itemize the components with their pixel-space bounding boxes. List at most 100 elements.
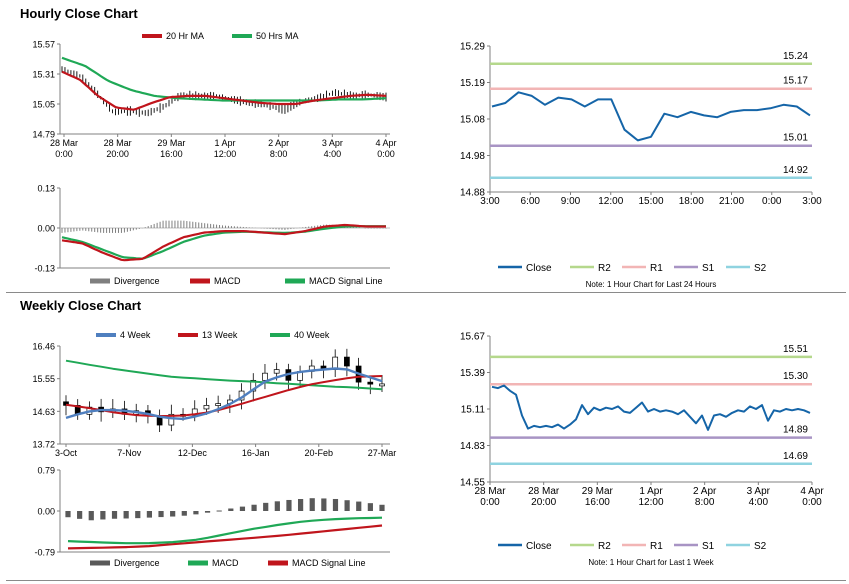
hourly-24h-legend-label-r2: R2 xyxy=(598,263,611,274)
hourly-price-xtick-label: 1 Apr xyxy=(214,138,235,148)
hourly-macd-ytick-label: -0.13 xyxy=(34,264,55,274)
weekly-macd-divergence-bar xyxy=(135,511,141,519)
hourly-price-ma50-line xyxy=(61,56,387,102)
hourly-price-xtick-label: 4 Apr xyxy=(375,138,396,148)
weekly-macd-divergence-bar xyxy=(297,499,304,511)
hourly-price-ma20-line xyxy=(61,70,387,111)
weekly-macd-divergence-bar xyxy=(170,511,176,517)
weekly-macd-divergence-bar xyxy=(193,511,199,515)
weekly-macd-divergence-bar xyxy=(216,510,222,512)
hourly-1w-xtick-label: 0:00 xyxy=(480,497,500,508)
weekly-price-13wk-line xyxy=(65,375,383,417)
hourly-price-xtick-label: 2 Apr xyxy=(268,138,289,148)
hourly-price-xtick-label: 28 Mar xyxy=(50,138,78,148)
weekly-macd-divergence-bar xyxy=(263,502,269,511)
weekly-macd-divergence-bar xyxy=(228,508,234,511)
weekly-price-ytick-label: 16.46 xyxy=(32,342,55,352)
bottom-divider xyxy=(6,580,846,581)
weekly-price-ytick-label: 14.63 xyxy=(32,407,55,417)
hourly-price-xtick-label: 16:00 xyxy=(160,149,183,159)
hourly-price-xtick-label: 20:00 xyxy=(106,149,129,159)
weekly-price-candle-body xyxy=(250,379,257,392)
weekly-price-candle-body xyxy=(367,381,374,385)
hourly-price-xtick-label: 3 Apr xyxy=(322,138,343,148)
weekly-macd-divergence-bar xyxy=(146,511,153,518)
hourly-1w-ytick-label: 14.83 xyxy=(460,441,485,452)
hourly-24h-level-label-s2: 14.92 xyxy=(783,165,808,176)
weekly-macd-divergence-bar xyxy=(100,511,106,520)
hourly-24h-legend-label-close: Close xyxy=(526,263,552,274)
weekly-price-xtick-label: 12-Dec xyxy=(178,448,208,458)
hourly-1w-xtick-label: 12:00 xyxy=(638,497,663,508)
hourly-1w-xtick-label: 2 Apr xyxy=(693,486,717,497)
hourly-1w-ytick-label: 15.11 xyxy=(461,405,486,416)
weekly-price-chart: 4 Week 13 Week 40 Week 16.46 15.55 14.63 13.72… xyxy=(32,330,396,458)
hourly-24h-xtick-label: 3:00 xyxy=(480,196,500,207)
weekly-macd-divergence-bar xyxy=(332,498,339,511)
weekly-macd-divergence-bar xyxy=(251,504,257,511)
weekly-macd-divergence-bar xyxy=(286,499,292,511)
hourly-1w-xtick-label: 0:00 xyxy=(802,497,822,508)
weekly-macd-divergence-bar xyxy=(379,504,385,511)
weekly-macd-legend-label-1: MACD xyxy=(212,558,239,568)
hourly-1w-xtick-label: 20:00 xyxy=(531,497,556,508)
hourly-macd-legend-swatch-0 xyxy=(90,278,110,284)
hourly-1w-ytick-label: 15.67 xyxy=(460,332,485,343)
hourly-24h-xtick-label: 15:00 xyxy=(638,196,663,207)
hourly-24h-close-line xyxy=(491,91,811,142)
weekly-macd-divergence-bar xyxy=(77,511,83,519)
hourly-macd-ytick-label: 0.13 xyxy=(37,184,55,194)
hourly-price-legend-swatch-1 xyxy=(232,34,252,38)
hourly-macd-legend-label-2: MACD Signal Line xyxy=(309,276,383,286)
hourly-macd-signal-line xyxy=(61,225,386,260)
weekly-macd-divergence-bar xyxy=(123,511,129,519)
hourly-24h-xtick-label: 0:00 xyxy=(762,196,782,207)
hourly-24h-xtick-label: 9:00 xyxy=(561,196,581,207)
weekly-price-legend-label-1: 13 Week xyxy=(202,330,238,340)
weekly-macd-divergence-bar xyxy=(181,511,187,516)
weekly-price-legend-swatch-0 xyxy=(96,333,116,337)
weekly-macd-divergence-bar xyxy=(204,511,211,513)
weekly-price-xtick-label: 20-Feb xyxy=(305,448,334,458)
hourly-price-xtick-label: 12:00 xyxy=(214,149,237,159)
weekly-price-xtick-label: 3-Oct xyxy=(55,448,78,458)
hourly-1w-legend-label-s2: S2 xyxy=(754,541,767,552)
hourly-24h-xtick-label: 3:00 xyxy=(802,196,822,207)
hourly-1w-ytick-label: 14.55 xyxy=(460,478,485,489)
weekly-price-candle-body xyxy=(344,356,350,367)
weekly-price-legend-swatch-1 xyxy=(178,333,198,337)
weekly-macd-line xyxy=(67,516,383,545)
hourly-macd-ytick-label: 0.00 xyxy=(37,224,55,234)
weekly-macd-legend-swatch-0 xyxy=(90,560,110,566)
weekly-price-candle-body xyxy=(203,405,210,410)
hourly-price-ytick-label: 15.57 xyxy=(32,40,55,50)
weekly-macd-divergence-bar xyxy=(321,498,327,511)
hourly-1w-xtick-label: 28 Mar xyxy=(528,486,560,497)
hourly-24h-level-label-r2: 15.24 xyxy=(783,51,808,62)
hourly-macd-legend-swatch-2 xyxy=(285,278,305,284)
weekly-macd-divergence-bar xyxy=(88,511,94,521)
hourly-24h-ytick-label: 14.88 xyxy=(460,188,485,199)
hourly-price-ytick-label: 14.79 xyxy=(32,130,55,140)
hourly-1w-xtick-label: 4:00 xyxy=(749,497,769,508)
hourly-macd-chart: 0.13 0.00 -0.13 Divergence MACD MACD Signal L… xyxy=(34,184,390,286)
weekly-price-legend-label-0: 4 Week xyxy=(120,330,151,340)
hourly-24h-xtick-label: 18:00 xyxy=(679,196,704,207)
weekly-price-xtick-label: 7-Nov xyxy=(117,448,142,458)
weekly-macd-divergence-bar xyxy=(158,511,164,518)
weekly-macd-ytick-label: -0.79 xyxy=(34,548,55,558)
weekly-macd-divergence-bar xyxy=(239,506,246,511)
weekly-macd-chart: 0.79 0.00 -0.79 Divergence MACD MACD Signal L… xyxy=(34,466,390,568)
section-divider xyxy=(6,292,846,293)
hourly-1w-note: Note: 1 Hour Chart for Last 1 Week xyxy=(588,558,714,567)
hourly-price-legend-label-0: 20 Hr MA xyxy=(166,31,204,41)
hourly-price-xtick-label: 0:00 xyxy=(55,149,73,159)
hourly-macd-legend-label-0: Divergence xyxy=(114,276,160,286)
hourly-24h-level-label-r1: 15.17 xyxy=(783,76,808,87)
hourly-price-ytick-label: 15.05 xyxy=(32,100,55,110)
weekly-price-4wk-line xyxy=(65,367,383,421)
hourly-1w-xtick-label: 16:00 xyxy=(585,497,610,508)
weekly-macd-legend-swatch-1 xyxy=(188,560,208,566)
